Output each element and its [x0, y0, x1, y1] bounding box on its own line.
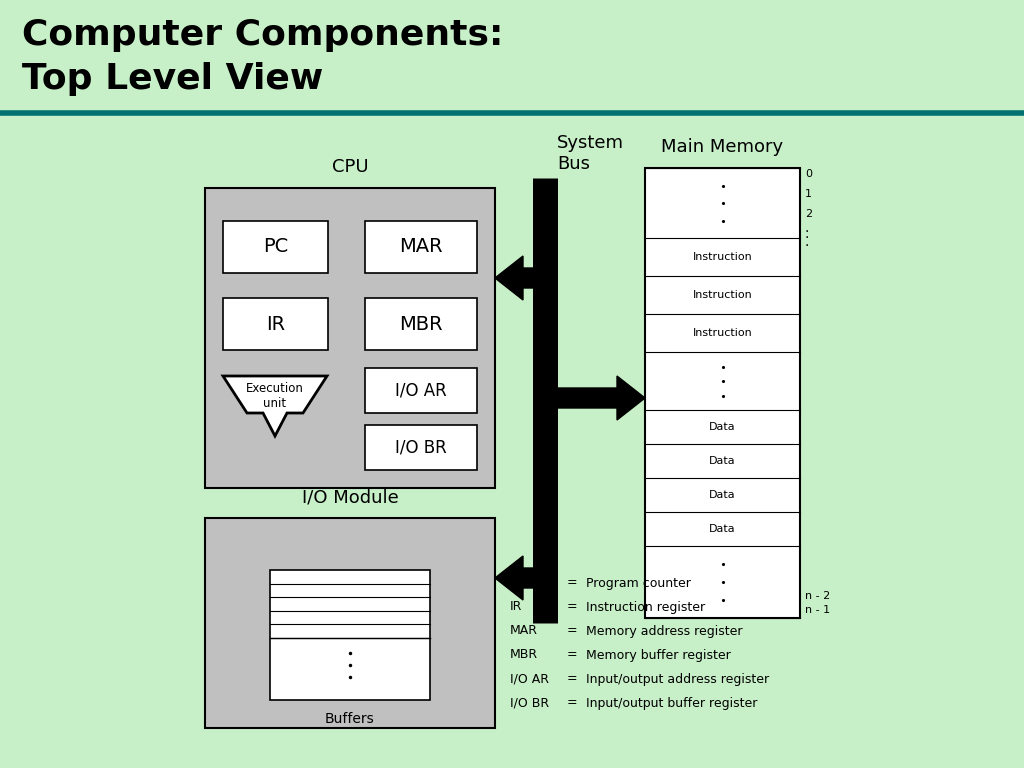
Polygon shape [495, 256, 536, 300]
Text: Program counter: Program counter [586, 577, 691, 590]
Text: Data: Data [710, 490, 736, 500]
Text: MBR: MBR [399, 315, 442, 333]
Text: I/O BR: I/O BR [395, 439, 446, 456]
Text: PC: PC [510, 577, 526, 590]
Text: I/O Module: I/O Module [302, 488, 398, 506]
Text: Data: Data [710, 456, 736, 466]
Text: Memory address register: Memory address register [586, 624, 742, 637]
Text: System
Bus: System Bus [557, 134, 624, 173]
Text: Main Memory: Main Memory [662, 138, 783, 156]
Bar [0, 0, 1024, 115]
Text: Data: Data [710, 422, 736, 432]
Text: Instruction: Instruction [692, 328, 753, 338]
Bar [365, 368, 477, 413]
Text: Computer Components:: Computer Components: [22, 18, 504, 52]
Text: Instruction: Instruction [692, 252, 753, 262]
Text: Memory buffer register: Memory buffer register [586, 648, 731, 661]
Text: I/O AR: I/O AR [395, 382, 446, 399]
Text: n - 1: n - 1 [805, 605, 830, 615]
Bar [205, 518, 495, 728]
Text: =: = [566, 601, 578, 614]
Polygon shape [495, 556, 536, 600]
Text: IR: IR [266, 315, 285, 333]
Bar [0, 115, 1024, 768]
Text: Data: Data [710, 524, 736, 534]
Bar [365, 425, 477, 470]
Text: .: . [805, 227, 809, 241]
Text: .: . [805, 220, 809, 234]
Text: IR: IR [510, 601, 522, 614]
Bar [223, 221, 328, 273]
Text: =: = [566, 624, 578, 637]
Text: Instruction register: Instruction register [586, 601, 706, 614]
Bar [270, 570, 430, 700]
Text: .: . [805, 234, 809, 249]
Text: MBR: MBR [510, 648, 539, 661]
Bar [365, 298, 477, 350]
Polygon shape [554, 376, 645, 420]
Text: =: = [566, 697, 578, 710]
Text: Top Level View: Top Level View [22, 62, 324, 96]
Text: CPU: CPU [332, 158, 369, 176]
Text: Execution
unit: Execution unit [246, 382, 304, 410]
Text: Buffers: Buffers [326, 712, 375, 726]
Bar [223, 298, 328, 350]
Text: Instruction: Instruction [692, 290, 753, 300]
Text: 0: 0 [805, 169, 812, 179]
Text: Input/output address register: Input/output address register [586, 673, 769, 686]
Text: 1: 1 [805, 189, 812, 199]
Text: I/O AR: I/O AR [510, 673, 549, 686]
Text: Input/output buffer register: Input/output buffer register [586, 697, 758, 710]
Text: MAR: MAR [399, 237, 442, 257]
Bar [365, 221, 477, 273]
Text: n - 2: n - 2 [805, 591, 830, 601]
Bar [645, 168, 800, 618]
Bar [205, 188, 495, 488]
Text: =: = [566, 673, 578, 686]
Text: MAR: MAR [510, 624, 538, 637]
Text: 2: 2 [805, 209, 812, 219]
Polygon shape [223, 376, 327, 436]
Text: =: = [566, 648, 578, 661]
Text: PC: PC [263, 237, 288, 257]
Text: I/O BR: I/O BR [510, 697, 549, 710]
Text: =: = [566, 577, 578, 590]
